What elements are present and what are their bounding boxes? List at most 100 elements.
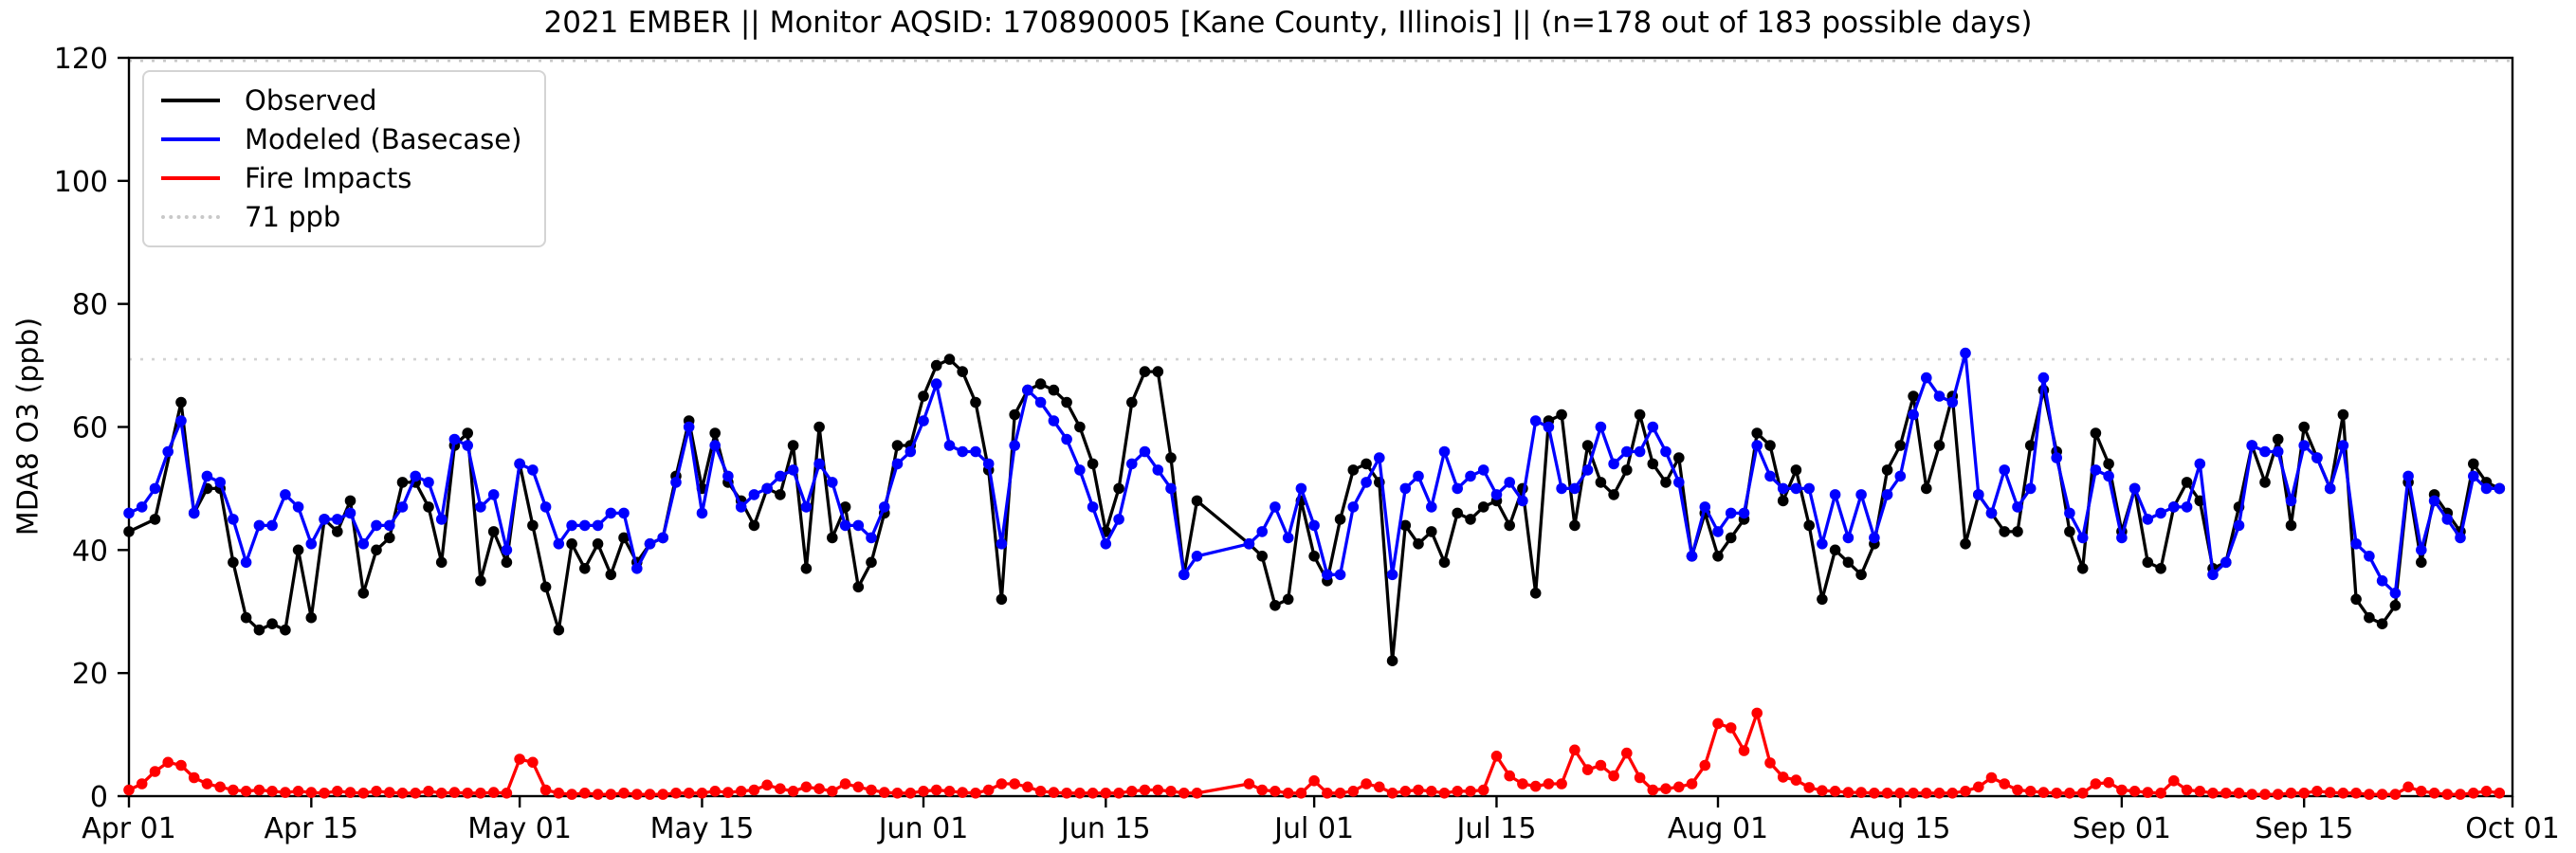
data-point-observed: [2350, 593, 2362, 606]
data-point-fire-impacts: [1243, 778, 1255, 789]
data-point-observed: [2389, 600, 2402, 611]
data-point-modeled-basecase: [787, 464, 799, 476]
data-point-modeled-basecase: [319, 514, 330, 525]
data-point-fire-impacts: [175, 759, 187, 771]
threshold-line-swatch: [161, 215, 220, 219]
data-point-modeled-basecase: [384, 519, 395, 532]
data-point-modeled-basecase: [1048, 415, 1060, 426]
data-point-observed: [1790, 464, 1802, 476]
data-point-observed: [1725, 532, 1737, 544]
data-point-observed: [475, 575, 486, 587]
data-point-fire-impacts: [1100, 788, 1112, 799]
data-point-fire-impacts: [2116, 784, 2128, 796]
data-point-fire-impacts: [1295, 788, 1307, 799]
x-tick-label: Aug 01: [1668, 812, 1768, 845]
data-point-modeled-basecase: [592, 519, 604, 532]
y-tick-label: 80: [72, 289, 108, 322]
data-point-modeled-basecase: [435, 514, 448, 525]
data-point-observed: [240, 611, 252, 624]
data-point-modeled-basecase: [605, 507, 617, 519]
data-point-modeled-basecase: [2233, 519, 2245, 532]
data-point-fire-impacts: [1034, 786, 1047, 797]
data-point-fire-impacts: [123, 784, 135, 796]
data-point-fire-impacts: [396, 788, 409, 799]
data-point-observed: [292, 544, 304, 556]
legend-label: Modeled (Basecase): [245, 123, 522, 155]
legend-item-modeled-basecase: Modeled (Basecase): [161, 122, 521, 156]
data-point-modeled-basecase: [1556, 482, 1567, 495]
data-point-observed: [2468, 458, 2479, 470]
data-point-modeled-basecase: [1973, 489, 1984, 500]
data-point-fire-impacts: [462, 788, 474, 799]
data-point-fire-impacts: [618, 788, 630, 799]
data-point-observed: [1452, 507, 1463, 519]
legend-label: Observed: [245, 84, 377, 117]
data-point-modeled-basecase: [1022, 384, 1033, 396]
data-point-modeled-basecase: [2246, 440, 2257, 451]
data-point-observed: [918, 390, 929, 402]
data-point-modeled-basecase: [2468, 470, 2479, 482]
data-point-observed: [748, 519, 760, 532]
data-point-observed: [1165, 452, 1177, 463]
data-point-fire-impacts: [201, 778, 213, 789]
data-point-observed: [1960, 538, 1971, 550]
y-tick-label: 0: [90, 781, 108, 814]
data-point-observed: [2259, 477, 2271, 488]
data-point-observed: [1074, 421, 1086, 433]
data-point-fire-impacts: [2350, 788, 2362, 799]
data-point-modeled-basecase: [852, 519, 865, 532]
data-point-modeled-basecase: [930, 378, 942, 390]
data-point-fire-impacts: [1504, 770, 1515, 782]
data-point-observed: [1465, 514, 1476, 525]
data-point-fire-impacts: [1608, 770, 1619, 782]
data-point-fire-impacts: [1751, 707, 1763, 719]
data-point-fire-impacts: [2441, 789, 2454, 800]
data-point-modeled-basecase: [1322, 569, 1333, 581]
data-point-fire-impacts: [1894, 788, 1907, 799]
data-point-modeled-basecase: [1009, 440, 1020, 451]
data-point-modeled-basecase: [696, 507, 708, 519]
data-point-observed: [371, 544, 382, 556]
data-point-fire-impacts: [1386, 788, 1398, 799]
data-point-fire-impacts: [1529, 780, 1542, 792]
data-point-modeled-basecase: [240, 556, 252, 569]
data-point-modeled-basecase: [566, 519, 577, 532]
data-point-fire-impacts: [2103, 776, 2114, 789]
data-point-observed: [1817, 593, 1828, 606]
data-point-modeled-basecase: [410, 470, 422, 482]
data-point-fire-impacts: [683, 788, 695, 799]
data-point-modeled-basecase: [1608, 458, 1619, 470]
data-point-fire-impacts: [1985, 771, 1998, 784]
data-point-fire-impacts: [371, 786, 382, 797]
data-point-modeled-basecase: [501, 544, 513, 556]
data-point-fire-impacts: [292, 786, 304, 797]
data-point-fire-impacts: [1061, 788, 1072, 799]
data-point-fire-impacts: [553, 788, 565, 799]
data-point-observed: [1399, 519, 1412, 532]
data-point-observed: [501, 556, 513, 569]
data-point-fire-impacts: [592, 789, 604, 800]
data-point-fire-impacts: [970, 788, 981, 799]
data-point-observed: [1908, 390, 1919, 402]
x-tick-label: Jun 15: [1059, 812, 1151, 845]
data-point-fire-impacts: [2389, 789, 2402, 800]
data-point-fire-impacts: [1413, 784, 1424, 796]
data-point-modeled-basecase: [1178, 569, 1190, 581]
data-point-observed: [2285, 519, 2297, 532]
data-point-fire-impacts: [1152, 784, 1164, 796]
data-point-observed: [827, 532, 838, 544]
data-point-observed: [357, 588, 370, 599]
data-point-fire-impacts: [566, 789, 577, 800]
legend-box: Observed Modeled (Basecase) Fire Impacts…: [142, 70, 547, 247]
data-point-observed: [1061, 396, 1072, 408]
data-point-modeled-basecase: [448, 433, 461, 445]
data-point-fire-impacts: [280, 787, 291, 798]
data-point-fire-impacts: [2468, 788, 2479, 799]
data-point-modeled-basecase: [1334, 569, 1346, 581]
data-point-modeled-basecase: [813, 458, 825, 470]
data-point-modeled-basecase: [1361, 477, 1372, 488]
data-point-modeled-basecase: [2207, 569, 2219, 581]
data-point-fire-impacts: [1165, 786, 1177, 797]
